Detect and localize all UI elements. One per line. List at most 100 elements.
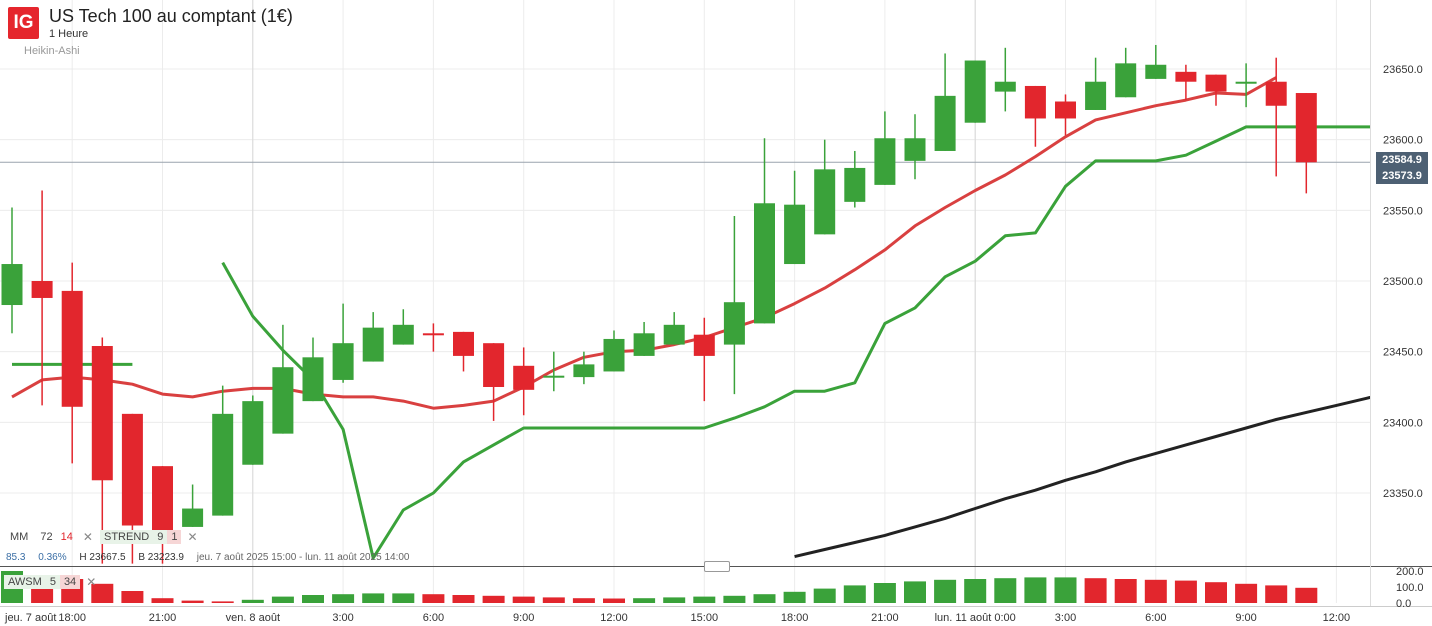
awsm-bar bbox=[91, 583, 114, 603]
candle-body bbox=[1175, 71, 1197, 82]
awsm-bar bbox=[753, 594, 776, 603]
candle-body bbox=[1235, 81, 1257, 84]
x-tick-label: 9:00 bbox=[513, 612, 534, 624]
candle-body bbox=[1295, 93, 1317, 163]
candle bbox=[61, 262, 83, 464]
awsm-bar bbox=[302, 595, 324, 603]
awsm-bar bbox=[512, 596, 535, 603]
candle bbox=[513, 347, 535, 416]
candle bbox=[904, 114, 926, 180]
awsm-bar bbox=[181, 600, 204, 603]
candle-body bbox=[784, 204, 806, 265]
candle bbox=[693, 317, 715, 402]
legend-strend[interactable]: STREND 9 1 ✕ bbox=[100, 530, 198, 544]
chart-style-label[interactable]: Heikin-Ashi bbox=[24, 45, 80, 57]
candle bbox=[212, 385, 234, 516]
legend-mm-period1: 72 bbox=[40, 531, 53, 543]
y-tick-label: 23550.0 bbox=[1383, 205, 1423, 217]
candle bbox=[1295, 93, 1317, 194]
x-tick-label: 21:00 bbox=[149, 612, 177, 624]
ig-logo: IG bbox=[8, 7, 39, 39]
candle-body bbox=[362, 327, 384, 362]
awsm-bar bbox=[813, 588, 836, 603]
candle-body bbox=[332, 343, 354, 380]
candle-body bbox=[152, 466, 173, 536]
instrument-title: US Tech 100 au comptant (1€) bbox=[49, 6, 293, 26]
awsm-bar bbox=[1174, 580, 1197, 603]
info-date-range: jeu. 7 août 2025 15:00 - lun. 11 août 20… bbox=[196, 552, 410, 563]
awsm-bar bbox=[452, 595, 475, 603]
candle-body bbox=[1265, 81, 1287, 106]
awsm-tick-label: 200.0 bbox=[1396, 566, 1424, 578]
awsm-bar bbox=[422, 594, 445, 603]
candle bbox=[1145, 44, 1167, 79]
candle-body bbox=[1115, 63, 1137, 98]
candle bbox=[1, 207, 23, 334]
candle-body bbox=[1, 264, 23, 306]
panel-resize-handle[interactable] bbox=[704, 561, 730, 572]
y-tick-label: 23400.0 bbox=[1383, 417, 1423, 429]
awsm-bar bbox=[994, 578, 1017, 603]
x-tick-label: 18:00 bbox=[781, 612, 809, 624]
awsm-bar bbox=[1024, 577, 1047, 603]
candle-body bbox=[874, 138, 896, 185]
legend-mm-close-icon[interactable]: ✕ bbox=[82, 530, 93, 544]
candle bbox=[1115, 47, 1137, 98]
legend-awsm-period1: 5 bbox=[45, 575, 60, 589]
x-tick-label: 3:00 bbox=[1055, 612, 1076, 624]
awsm-bar bbox=[392, 593, 415, 603]
candle bbox=[422, 323, 444, 352]
candle-body bbox=[754, 203, 775, 324]
candle-body bbox=[483, 343, 505, 387]
x-tick-label: lun. 11 août 0:00 bbox=[935, 612, 1016, 624]
candle-body bbox=[844, 167, 866, 202]
awsm-bar bbox=[603, 598, 625, 603]
candle bbox=[242, 395, 264, 465]
candle-body bbox=[392, 324, 414, 345]
candle bbox=[1055, 94, 1076, 136]
awsm-bar bbox=[1265, 585, 1288, 603]
candle bbox=[272, 324, 294, 434]
legend-strend-label: STREND bbox=[100, 530, 154, 544]
candle bbox=[784, 170, 806, 265]
awsm-bar bbox=[362, 593, 385, 603]
series-line-0 bbox=[794, 395, 1370, 559]
legend-mm[interactable]: MM 72 14 ✕ bbox=[10, 530, 93, 544]
awsm-bar bbox=[572, 598, 595, 603]
candle bbox=[332, 303, 354, 383]
candle-body bbox=[212, 413, 234, 516]
candle-body bbox=[422, 333, 444, 336]
x-tick-label: 12:00 bbox=[600, 612, 628, 624]
candle bbox=[573, 351, 595, 385]
candles[interactable] bbox=[1, 44, 1317, 564]
awsm-bar bbox=[151, 598, 174, 603]
candle-body bbox=[904, 138, 926, 161]
price-tag-bid: 23584.9 bbox=[1376, 152, 1428, 168]
candle bbox=[182, 484, 204, 527]
timeframe-label[interactable]: 1 Heure bbox=[49, 28, 89, 40]
candle bbox=[302, 337, 324, 402]
legend-strend-close-icon[interactable]: ✕ bbox=[187, 530, 198, 544]
legend-awsm[interactable]: AWSM 5 34 ✕ bbox=[4, 575, 96, 589]
candle-body bbox=[453, 331, 474, 356]
candle bbox=[1235, 63, 1257, 108]
candle-body bbox=[543, 375, 565, 378]
x-tick-label: 9:00 bbox=[1235, 612, 1256, 624]
awsm-tick-label: 100.0 bbox=[1396, 582, 1424, 594]
candle-body bbox=[693, 334, 715, 356]
awsm-bar bbox=[934, 579, 957, 603]
x-tick-label: 21:00 bbox=[871, 612, 899, 624]
candle-body bbox=[964, 60, 986, 123]
awsm-bar bbox=[1084, 578, 1107, 603]
ohlc-info-bar: 85.3 0.36% H 23667.5 B 23223.9 jeu. 7 ao… bbox=[6, 552, 420, 563]
candle bbox=[964, 60, 986, 123]
candle-body bbox=[663, 324, 685, 345]
candle-body bbox=[1055, 101, 1076, 119]
candle bbox=[1175, 64, 1197, 101]
awsm-bar bbox=[1295, 587, 1318, 603]
info-change-pct: 0.36% bbox=[38, 552, 67, 563]
candle bbox=[723, 215, 745, 395]
candle-body bbox=[121, 413, 143, 526]
legend-awsm-close-icon[interactable]: ✕ bbox=[86, 575, 97, 589]
